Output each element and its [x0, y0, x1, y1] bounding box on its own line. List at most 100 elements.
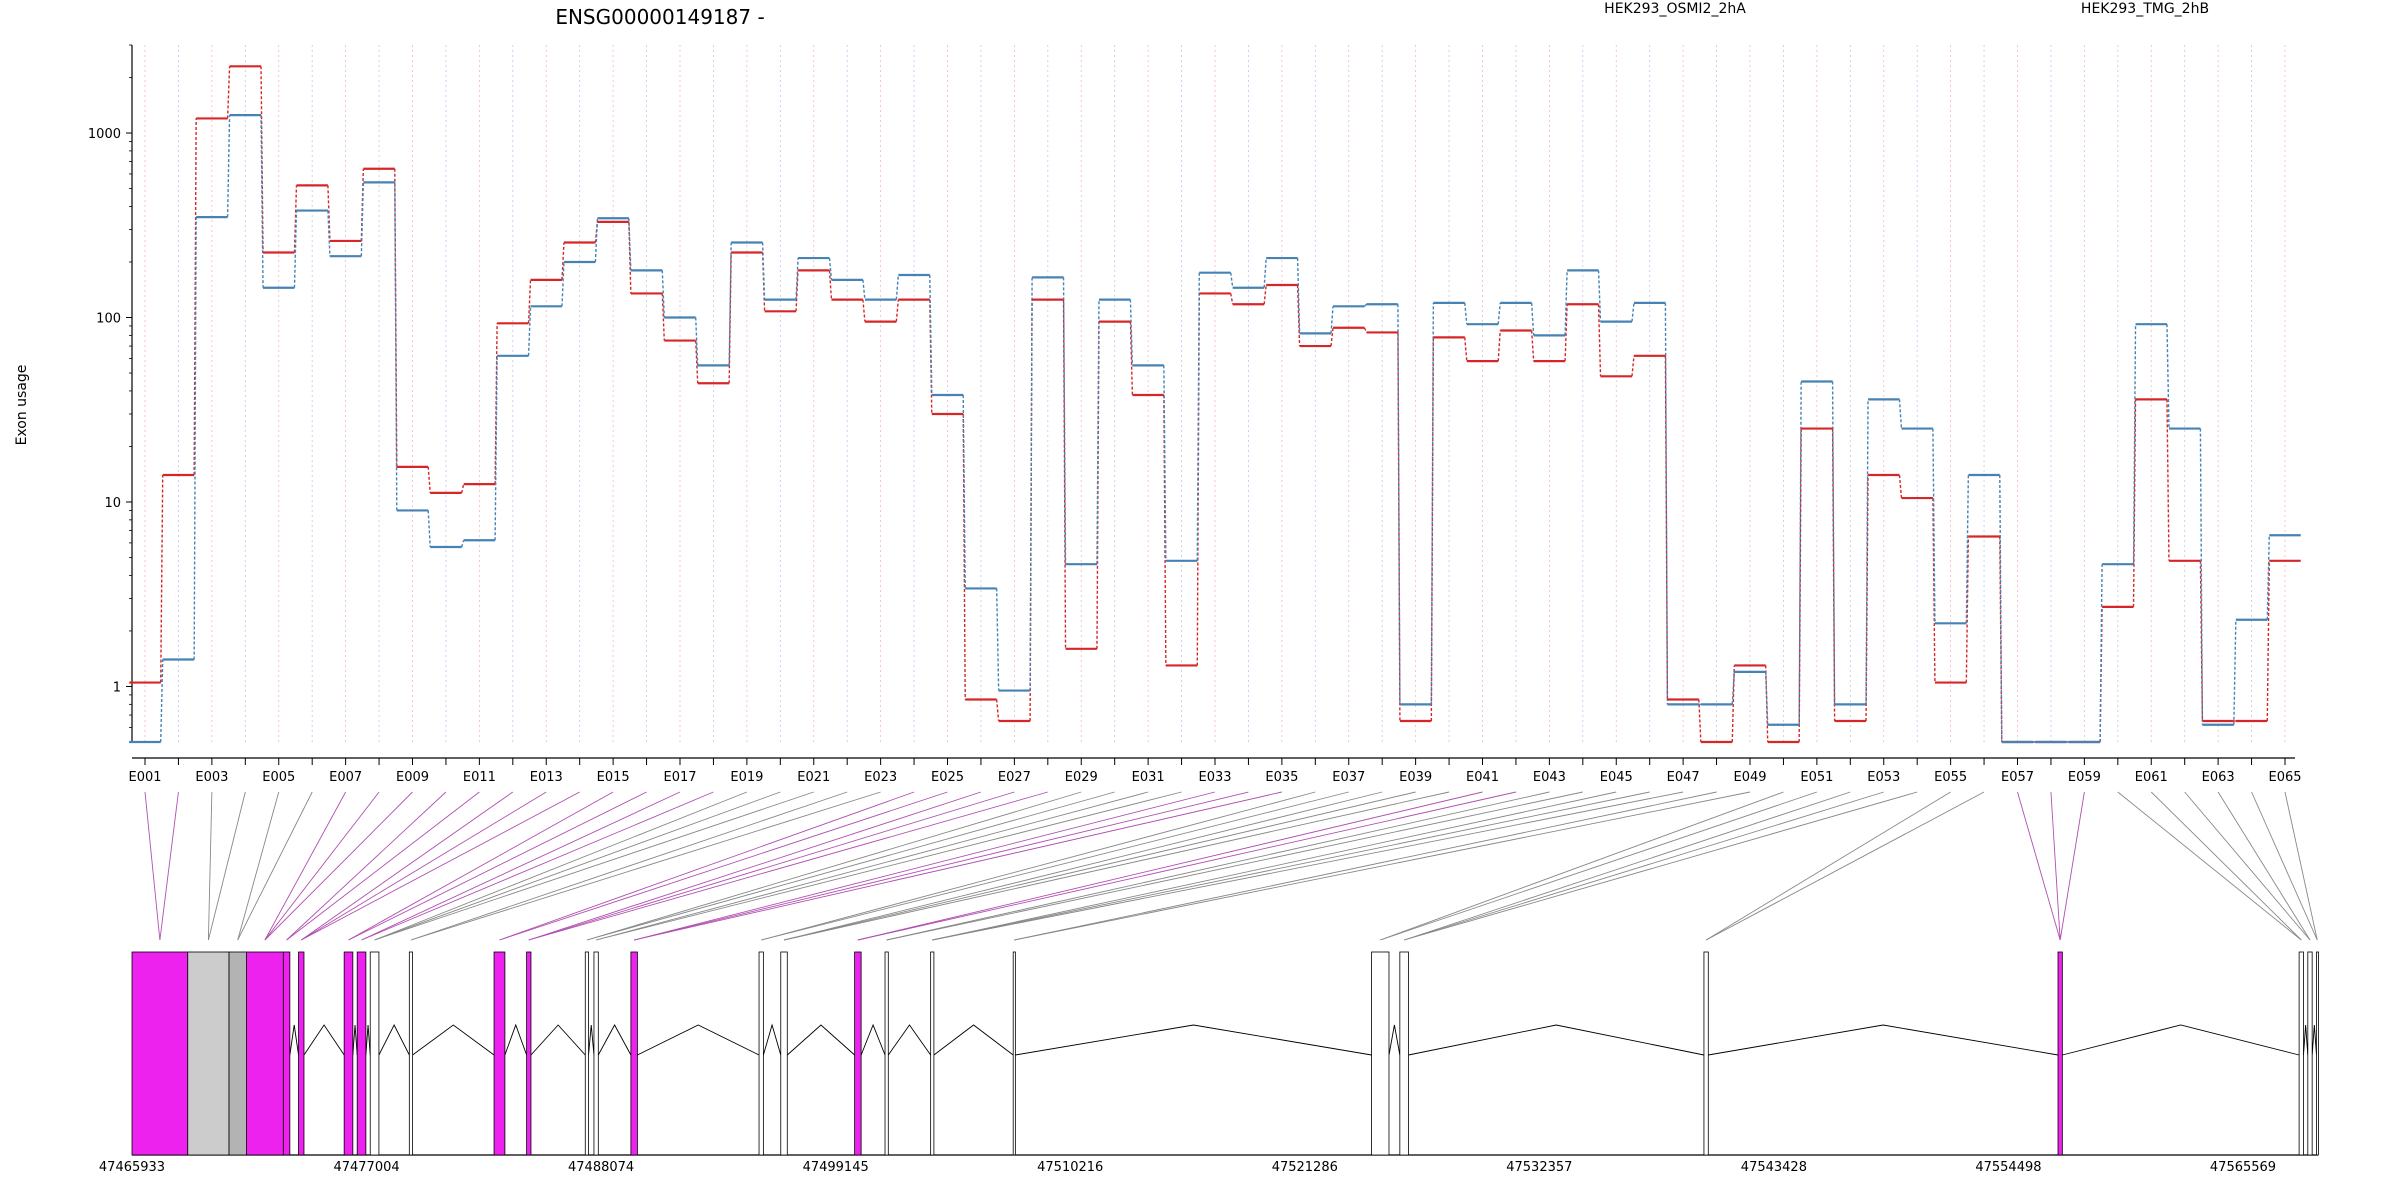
series-connector: [1765, 671, 1769, 725]
exon-block: [2298, 951, 2304, 1156]
exon-connector: [596, 791, 1182, 941]
exon-block: [1399, 951, 1409, 1156]
series-connector: [1497, 302, 1501, 325]
exon-block: [884, 951, 889, 1156]
x-tick-label: E003: [195, 770, 228, 785]
exon-connector: [2050, 791, 2061, 941]
exon-connector: [159, 791, 179, 941]
series-connector: [1230, 272, 1234, 288]
exon-block: [593, 951, 599, 1156]
y-axis-label: Exon usage: [14, 365, 30, 446]
intron-line: [2062, 1024, 2300, 1056]
exon-block: [356, 951, 367, 1156]
series-connector: [1096, 321, 1100, 649]
x-tick-label: E057: [2001, 770, 2034, 785]
exon-connector: [2117, 791, 2302, 941]
x-tick-label: E043: [1533, 770, 1566, 785]
series-connector: [260, 115, 264, 288]
series-connector: [1965, 536, 1970, 683]
intron-line: [303, 1024, 345, 1056]
exon-connector: [361, 791, 714, 941]
exon-connector: [348, 791, 647, 941]
exon-connector: [300, 791, 514, 941]
exon-block: [630, 951, 638, 1156]
series-connector: [1497, 330, 1501, 362]
x-tick-label: E027: [998, 770, 1031, 785]
series-connector: [1898, 399, 1903, 429]
exon-connector: [528, 791, 1015, 941]
x-tick-label: E059: [2068, 770, 2101, 785]
exon-connector: [596, 791, 1149, 941]
gene-model: [131, 951, 2319, 1156]
x-tick-label: E051: [1800, 770, 1833, 785]
y-tick-label: 10: [104, 496, 121, 511]
exon-connector: [374, 791, 748, 941]
x-tick-label: E061: [2135, 770, 2168, 785]
x-tick-label: E029: [1065, 770, 1098, 785]
exon-connector: [499, 791, 915, 941]
x-tick-label: E013: [530, 770, 563, 785]
exon-block: [343, 951, 354, 1156]
x-tick-label: E023: [864, 770, 897, 785]
exon-connector: [374, 791, 814, 941]
series-connector: [661, 270, 665, 318]
series-connector: [1798, 428, 1802, 743]
exon-connector: [237, 791, 280, 941]
exon-connector: [286, 791, 480, 941]
series-connector: [293, 210, 298, 288]
intron-line: [588, 1024, 595, 1056]
exon-connector: [1380, 791, 1784, 941]
exon-connector: [1014, 791, 1751, 941]
gene-coordinate-label: 47554498: [1975, 1160, 2041, 1175]
exon-block: [854, 951, 862, 1156]
axes: [131, 45, 2295, 759]
series-connector: [1731, 665, 1735, 743]
exon-connector: [286, 791, 447, 941]
series-connector: [1363, 327, 1368, 333]
series-connector: [260, 66, 264, 253]
series-connector: [1296, 258, 1301, 334]
series-connector: [1898, 474, 1903, 499]
gene-coordinate-label: 47565569: [2210, 1160, 2276, 1175]
series-connector: [160, 659, 164, 743]
x-tick-label: E019: [730, 770, 763, 785]
exon-connector: [264, 791, 413, 941]
series-group: [129, 65, 2301, 744]
exon-connector: [207, 791, 213, 941]
series-connector: [1330, 306, 1334, 334]
series-connector: [1731, 671, 1735, 705]
series-connector: [2266, 535, 2270, 620]
series-connector: [1865, 399, 1869, 705]
exon-connector: [1705, 791, 1951, 941]
series-connector: [427, 466, 431, 493]
x-tick-label: E011: [463, 770, 496, 785]
gene-coordinate-label: 47510216: [1037, 1160, 1103, 1175]
exon-connector: [374, 791, 781, 941]
series-connector: [1564, 304, 1568, 362]
x-tick-label: E039: [1399, 770, 1432, 785]
series-connector: [1363, 303, 1367, 307]
exon-connector: [634, 791, 1216, 941]
series-connector: [1430, 302, 1435, 705]
intron-line: [352, 1024, 358, 1056]
series-connector: [1798, 381, 1802, 725]
exon-connector: [886, 791, 1583, 941]
series-connector: [1263, 258, 1267, 288]
exon-connector: [528, 791, 1048, 941]
gene-coordinate-label: 47465933: [99, 1160, 165, 1175]
series-connector: [1831, 381, 1836, 705]
series-connector: [661, 293, 665, 341]
x-tick-label: E009: [396, 770, 429, 785]
series-connector: [695, 317, 699, 366]
intron-line: [597, 1024, 632, 1056]
x-tick-label: E031: [1132, 770, 1165, 785]
exon-block: [131, 951, 189, 1156]
exon-block: [1703, 951, 1709, 1156]
x-tick-label: E005: [262, 770, 295, 785]
series-connector: [360, 182, 365, 257]
series-connector: [862, 299, 866, 322]
chart-title: ENSG00000149187 -: [555, 5, 764, 29]
exon-connector: [1404, 791, 1884, 941]
y-tick-label: 1000: [88, 127, 121, 142]
exon-block: [493, 951, 506, 1156]
